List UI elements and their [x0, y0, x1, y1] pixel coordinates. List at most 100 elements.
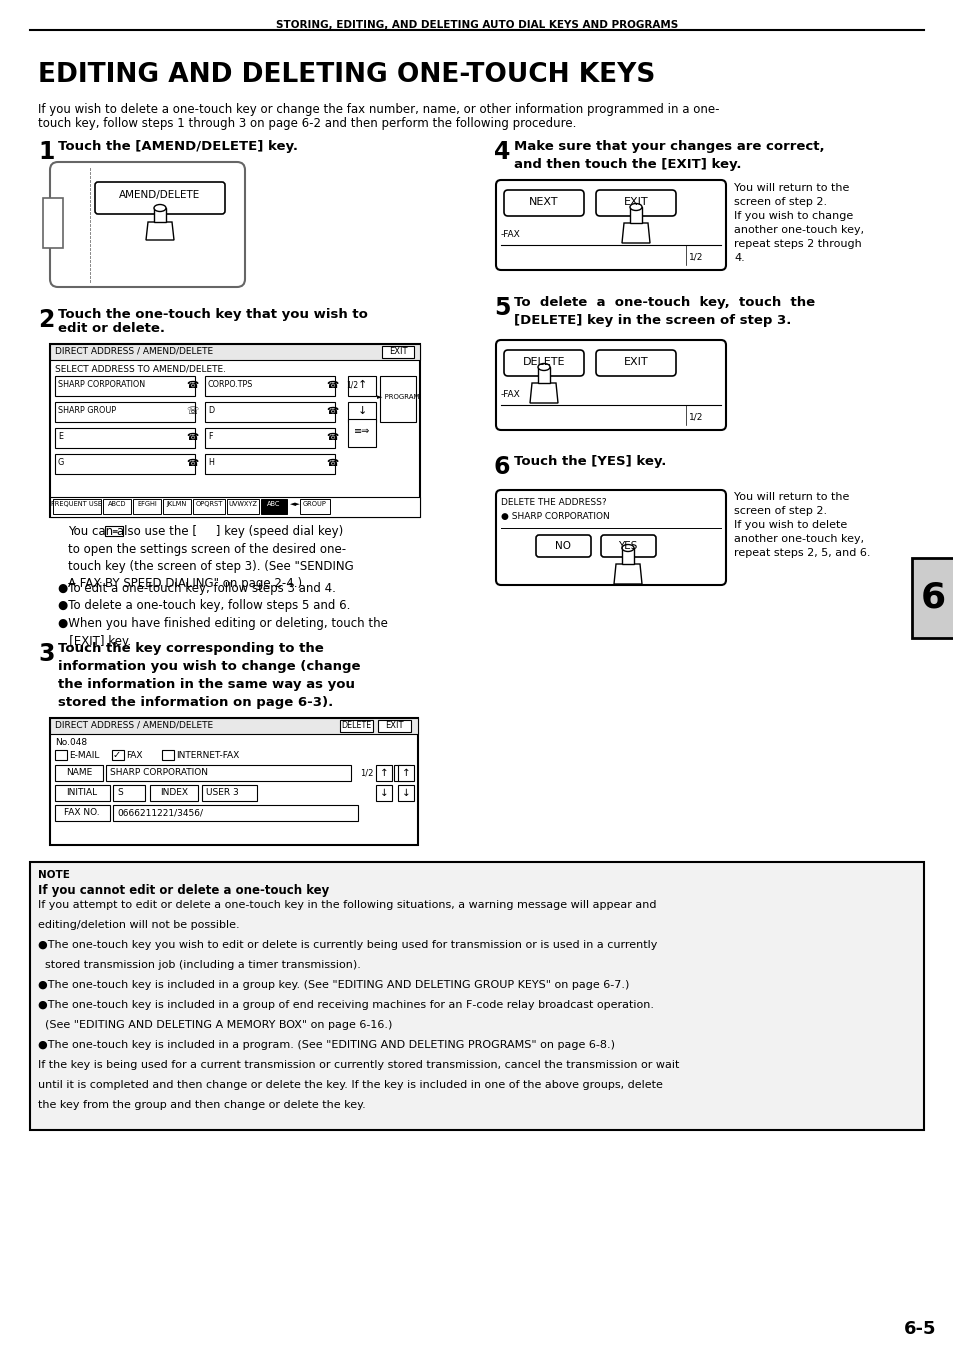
- Bar: [106, 765, 351, 781]
- Text: Touch the [YES] key.: Touch the [YES] key.: [514, 455, 666, 467]
- FancyBboxPatch shape: [496, 340, 725, 430]
- Bar: [53, 499, 101, 513]
- Text: EDITING AND DELETING ONE-TOUCH KEYS: EDITING AND DELETING ONE-TOUCH KEYS: [38, 62, 655, 88]
- FancyBboxPatch shape: [600, 535, 656, 557]
- Text: DELETE THE ADDRESS?: DELETE THE ADDRESS?: [500, 499, 606, 507]
- Text: You can also use the [     ] key (speed dial key)
to open the settings screen of: You can also use the [ ] key (speed dial…: [68, 526, 354, 590]
- Text: You will return to the
screen of step 2.
If you wish to change
another one-touch: You will return to the screen of step 2.…: [733, 182, 863, 263]
- Text: INTERNET-FAX: INTERNET-FAX: [175, 751, 239, 761]
- Text: If the key is being used for a current transmission or currently stored transmis: If the key is being used for a current t…: [38, 1061, 679, 1070]
- Text: 2: 2: [38, 308, 54, 332]
- Text: 6-5: 6-5: [902, 1320, 935, 1337]
- Bar: [105, 526, 123, 536]
- Polygon shape: [621, 549, 634, 563]
- Text: 1/2: 1/2: [346, 380, 357, 389]
- Bar: [299, 499, 330, 513]
- Text: ↑: ↑: [379, 767, 388, 778]
- Bar: [339, 720, 373, 732]
- Text: ≡⇒: ≡⇒: [354, 426, 370, 436]
- Bar: [348, 376, 375, 396]
- Bar: [911, 558, 953, 638]
- Text: ABC: ABC: [267, 501, 280, 507]
- Text: EXIT: EXIT: [384, 721, 403, 730]
- Polygon shape: [621, 223, 649, 243]
- Text: H: H: [208, 458, 213, 467]
- Bar: [55, 403, 194, 422]
- Text: EFGHI: EFGHI: [137, 501, 156, 507]
- Text: USER 3: USER 3: [206, 788, 238, 797]
- Bar: [379, 376, 416, 422]
- Text: SHARP GROUP: SHARP GROUP: [58, 407, 116, 415]
- Text: ☎: ☎: [186, 432, 198, 442]
- Text: E: E: [58, 432, 63, 440]
- Bar: [55, 785, 110, 801]
- Bar: [205, 454, 335, 474]
- Text: E-MAIL: E-MAIL: [69, 751, 99, 761]
- FancyBboxPatch shape: [596, 350, 676, 376]
- Bar: [348, 419, 375, 447]
- Text: 1/2: 1/2: [688, 413, 702, 422]
- Bar: [103, 499, 131, 513]
- Text: -FAX: -FAX: [500, 230, 520, 239]
- Polygon shape: [153, 208, 166, 222]
- Text: ↑: ↑: [401, 767, 410, 778]
- Text: ↓: ↓: [401, 788, 410, 798]
- Text: To  delete  a  one-touch  key,  touch  the
[DELETE] key in the screen of step 3.: To delete a one-touch key, touch the [DE…: [514, 296, 814, 327]
- Bar: [50, 497, 419, 517]
- Text: Touch the key corresponding to the
information you wish to change (change
the in: Touch the key corresponding to the infor…: [58, 642, 360, 709]
- Text: NO: NO: [555, 540, 571, 551]
- Bar: [50, 717, 417, 844]
- Bar: [30, 862, 923, 1129]
- Text: FAX: FAX: [126, 751, 142, 761]
- Bar: [397, 765, 414, 781]
- Text: CORPO.TPS: CORPO.TPS: [208, 380, 253, 389]
- Text: ◄►: ◄►: [290, 501, 300, 507]
- Ellipse shape: [621, 544, 634, 551]
- Bar: [205, 403, 335, 422]
- Text: ↓: ↓: [379, 788, 388, 798]
- Bar: [50, 345, 419, 517]
- Text: SHARP CORPORATION: SHARP CORPORATION: [110, 767, 208, 777]
- Text: SELECT ADDRESS TO AMEND/DELETE.: SELECT ADDRESS TO AMEND/DELETE.: [55, 363, 226, 373]
- Text: AMEND/DELETE: AMEND/DELETE: [119, 190, 200, 200]
- FancyBboxPatch shape: [496, 180, 725, 270]
- Bar: [394, 765, 410, 781]
- Text: 6: 6: [920, 580, 944, 613]
- Bar: [112, 785, 145, 801]
- Text: ☎: ☎: [326, 432, 337, 442]
- Text: ABCD: ABCD: [108, 501, 126, 507]
- Text: 5: 5: [494, 296, 510, 320]
- Bar: [261, 499, 287, 513]
- Ellipse shape: [537, 363, 550, 370]
- Bar: [55, 765, 103, 781]
- Bar: [150, 785, 198, 801]
- Text: touch key, follow steps 1 through 3 on page 6-2 and then perform the following p: touch key, follow steps 1 through 3 on p…: [38, 118, 576, 130]
- Text: STORING, EDITING, AND DELETING AUTO DIAL KEYS AND PROGRAMS: STORING, EDITING, AND DELETING AUTO DIAL…: [275, 20, 678, 30]
- Text: SHARP CORPORATION: SHARP CORPORATION: [58, 380, 145, 389]
- Text: D: D: [208, 407, 213, 415]
- Bar: [377, 720, 411, 732]
- Text: ☏: ☏: [186, 407, 198, 416]
- Text: ☎: ☎: [326, 407, 337, 416]
- Text: JKLMN: JKLMN: [167, 501, 187, 507]
- Text: ☎: ☎: [326, 380, 337, 390]
- Text: ≡: ≡: [111, 527, 117, 536]
- FancyBboxPatch shape: [496, 490, 725, 585]
- Bar: [55, 750, 67, 761]
- Text: DIRECT ADDRESS / AMEND/DELETE: DIRECT ADDRESS / AMEND/DELETE: [55, 346, 213, 355]
- Text: S: S: [117, 788, 123, 797]
- Text: You will return to the
screen of step 2.
If you wish to delete
another one-touch: You will return to the screen of step 2.…: [733, 492, 869, 558]
- FancyBboxPatch shape: [503, 350, 583, 376]
- Bar: [397, 785, 414, 801]
- Text: 0666211221/3456/: 0666211221/3456/: [117, 808, 203, 817]
- Text: 6: 6: [494, 455, 510, 480]
- Ellipse shape: [153, 204, 166, 212]
- Text: ✓: ✓: [112, 750, 121, 761]
- Polygon shape: [614, 563, 641, 584]
- Text: ► PROGRAM: ► PROGRAM: [376, 394, 418, 400]
- Text: NOTE: NOTE: [38, 870, 70, 880]
- Polygon shape: [146, 222, 173, 240]
- Text: F: F: [208, 432, 213, 440]
- Text: DIRECT ADDRESS / AMEND/DELETE: DIRECT ADDRESS / AMEND/DELETE: [55, 720, 213, 730]
- Bar: [43, 199, 63, 249]
